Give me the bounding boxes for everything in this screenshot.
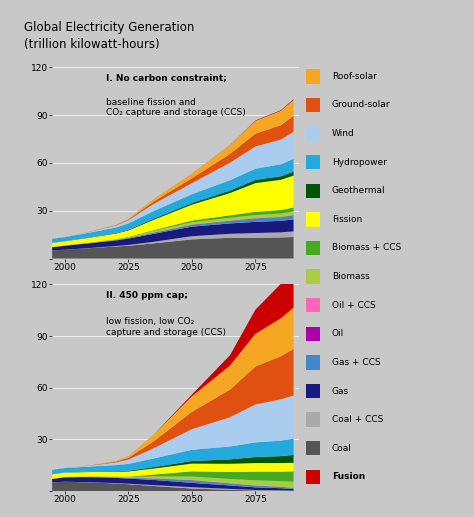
Text: I. No carbon constraint;: I. No carbon constraint; [106, 73, 227, 82]
Text: II. 450 ppm cap;: II. 450 ppm cap; [106, 291, 188, 299]
Text: Global Electricity Generation
(trillion kilowatt-hours): Global Electricity Generation (trillion … [24, 21, 194, 51]
Text: Gas + CCS: Gas + CCS [332, 358, 381, 367]
Text: low fission, low CO₂
capture and storage (CCS): low fission, low CO₂ capture and storage… [106, 317, 227, 337]
Text: Ground-solar: Ground-solar [332, 100, 390, 110]
Text: Gas: Gas [332, 387, 349, 396]
Text: Wind: Wind [332, 129, 355, 138]
Text: Oil + CCS: Oil + CCS [332, 301, 375, 310]
Text: baseline fission and
CO₂ capture and storage (CCS): baseline fission and CO₂ capture and sto… [106, 98, 246, 117]
Text: Coal + CCS: Coal + CCS [332, 415, 383, 424]
Text: Biomass: Biomass [332, 272, 370, 281]
Text: Coal: Coal [332, 444, 352, 453]
Text: Hydropower: Hydropower [332, 158, 387, 166]
Text: Roof-solar: Roof-solar [332, 72, 377, 81]
Text: Geothermal: Geothermal [332, 186, 385, 195]
Text: Fission: Fission [332, 215, 362, 224]
Text: Biomass + CCS: Biomass + CCS [332, 244, 401, 252]
Text: Oil: Oil [332, 329, 344, 338]
Text: Fusion: Fusion [332, 473, 365, 481]
